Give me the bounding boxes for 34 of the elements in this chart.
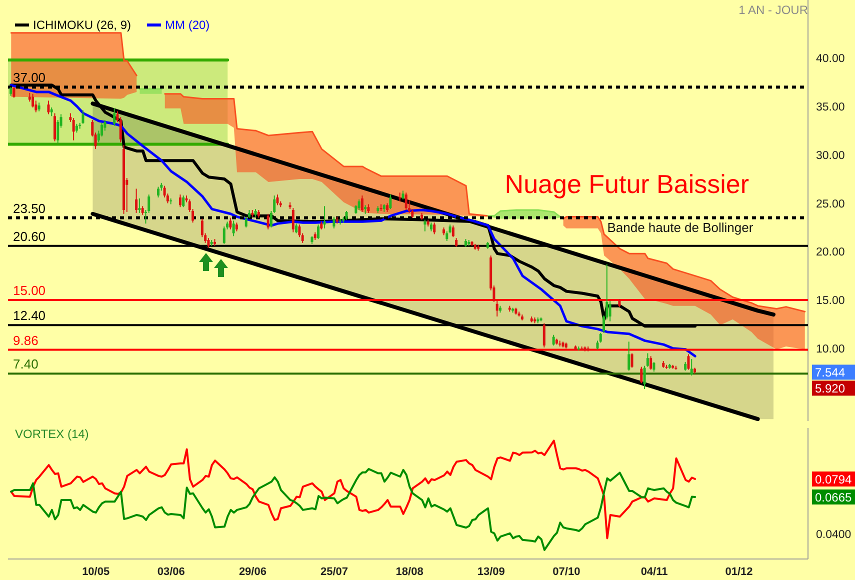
- y-tick-label: 30.00: [816, 150, 845, 162]
- y-tick-label: 35.00: [816, 102, 845, 114]
- x-tick-label: 18/08: [396, 566, 424, 578]
- y-tick-label: 15.00: [816, 295, 845, 308]
- x-tick-label: 07/10: [552, 566, 580, 578]
- legend-label: MM (20): [165, 18, 210, 32]
- x-tick-label: 29/06: [238, 566, 266, 578]
- ref-line-label: 37.00: [13, 70, 46, 86]
- x-tick-label: 01/12: [725, 566, 753, 578]
- x-tick-label: 25/07: [320, 566, 348, 578]
- y-tick-label: 0.0400: [816, 528, 852, 541]
- y-tick-label: 40.00: [816, 53, 845, 66]
- ref-line-label: 23.50: [13, 200, 46, 216]
- annotation: Nuage Futur Baissier: [504, 168, 750, 199]
- annotation: Bande haute de Bollinger: [607, 220, 754, 236]
- ref-line-label: 20.60: [13, 228, 46, 244]
- y-tick-label: 0.0665: [815, 490, 852, 504]
- text: 5.920: [815, 382, 846, 396]
- y-tick-label: 0.0794: [815, 472, 852, 487]
- y-tick-label: 25.00: [816, 198, 845, 210]
- x-tick-label: 10/05: [82, 566, 110, 578]
- chart-title: VORTEX (14): [15, 427, 89, 441]
- ref-line-label: 15.00: [13, 283, 46, 298]
- ref-line-label: 9.86: [13, 332, 38, 348]
- text: 7.544: [815, 366, 846, 380]
- x-tick-label: 03/06: [157, 566, 185, 578]
- ref-line-label: 7.40: [13, 356, 38, 372]
- y-tick-label: 20.00: [816, 246, 845, 259]
- legend-label: ICHIMOKU (26, 9): [33, 18, 132, 32]
- ref-line-label: 12.40: [13, 308, 46, 324]
- x-tick-label: 13/09: [477, 566, 505, 578]
- y-tick-label: 10.00: [816, 343, 845, 356]
- x-tick-label: 04/11: [640, 566, 668, 578]
- chart-subtitle: 1 AN - JOUR: [738, 3, 808, 17]
